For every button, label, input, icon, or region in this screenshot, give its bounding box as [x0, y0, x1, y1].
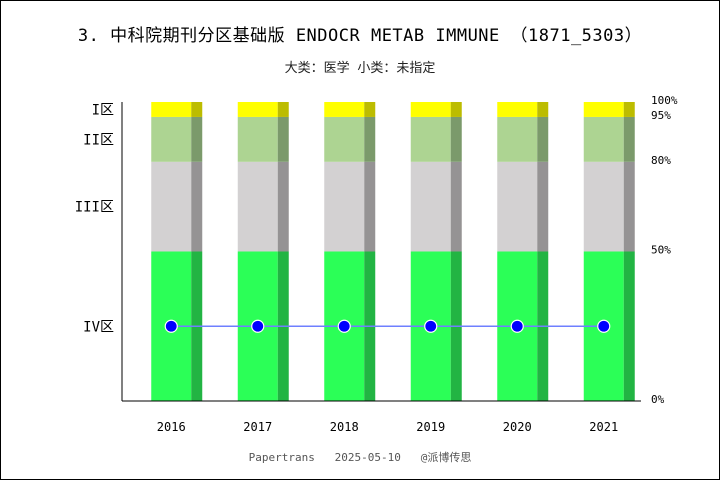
- series-group: [164, 319, 611, 333]
- data-point: [337, 319, 351, 333]
- data-point: [510, 319, 524, 333]
- bar-segment-3: [497, 116, 538, 162]
- percent-tick-label: 95%: [651, 109, 671, 122]
- percent-tick-label: 80%: [651, 154, 671, 167]
- bar-segment-shade-3: [623, 116, 635, 162]
- bar-segment-shade-2: [537, 161, 549, 252]
- bar-segment-3: [237, 116, 278, 162]
- chart-subtitle: 大类：医学 小类：未指定: [284, 61, 436, 76]
- bar-segment-shade-3: [364, 116, 376, 162]
- bar-segment-4: [324, 102, 365, 117]
- bar-segment-4: [151, 102, 192, 117]
- x-tick-label: 2019: [416, 420, 445, 434]
- bar-segment-3: [324, 116, 365, 162]
- bar-segment-2: [324, 161, 365, 252]
- percent-tick-label: 0%: [651, 393, 665, 406]
- data-point: [424, 319, 438, 333]
- bar-segment-shade-3: [277, 116, 289, 162]
- x-tick-label: 2016: [157, 420, 186, 434]
- bar-segment-shade-4: [450, 102, 462, 117]
- bar-segment-shade-2: [191, 161, 203, 252]
- bar-segment-shade-4: [623, 102, 635, 117]
- zone-label: III区: [75, 200, 114, 216]
- bar-segment-shade-3: [450, 116, 462, 162]
- x-tick-label: 2017: [243, 420, 272, 434]
- bar-segment-shade-1: [623, 251, 635, 401]
- bar-group: [151, 102, 635, 401]
- bar-segment-shade-3: [537, 116, 549, 162]
- bar-segment-4: [410, 102, 451, 117]
- bar-segment-shade-2: [623, 161, 635, 252]
- bar-segment-4: [583, 102, 624, 117]
- zone-label: IV区: [83, 319, 114, 335]
- bar-segment-4: [497, 102, 538, 117]
- bar-segment-2: [583, 161, 624, 252]
- bar-segment-shade-2: [450, 161, 462, 252]
- data-point: [597, 319, 611, 333]
- bar-segment-2: [237, 161, 278, 252]
- bar-segment-shade-2: [277, 161, 289, 252]
- zone-label: I区: [92, 102, 114, 118]
- x-tick-label: 2021: [589, 420, 618, 434]
- bar-segment-2: [410, 161, 451, 252]
- percent-tick-label: 100%: [651, 94, 678, 107]
- percent-tick-label: 50%: [651, 244, 671, 257]
- labels-group: 2016 2017 2018 2019 2020 2021 I区 II区 III区 IV区 100%…: [75, 94, 678, 434]
- axes-group: [121, 102, 641, 402]
- bar-segment-shade-4: [191, 102, 203, 117]
- bar-segment-2: [497, 161, 538, 252]
- data-point: [164, 319, 178, 333]
- bar-segment-2: [151, 161, 192, 252]
- x-tick-label: 2018: [330, 420, 359, 434]
- data-point: [251, 319, 265, 333]
- bar-segment-3: [410, 116, 451, 162]
- bar-segment-shade-4: [537, 102, 549, 117]
- bar-segment-shade-4: [277, 102, 289, 117]
- bar-segment-3: [151, 116, 192, 162]
- bar-segment-3: [583, 116, 624, 162]
- x-tick-label: 2020: [503, 420, 532, 434]
- bar-segment-shade-3: [191, 116, 203, 162]
- chart-footer: Papertrans 2025-05-10 @派博传思: [248, 451, 472, 464]
- bar-segment-shade-4: [364, 102, 376, 117]
- bar-segment-shade-2: [364, 161, 376, 252]
- chart-title: 3. 中科院期刊分区基础版 ENDOCR METAB IMMUNE （1871_…: [77, 26, 643, 46]
- bar-segment-4: [237, 102, 278, 117]
- zone-label: II区: [83, 132, 114, 148]
